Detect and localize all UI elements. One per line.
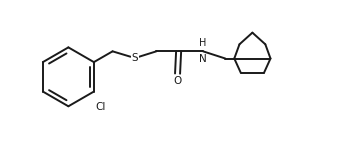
Text: O: O [174, 76, 182, 86]
Text: Cl: Cl [95, 102, 106, 112]
Text: H: H [199, 38, 207, 48]
Text: S: S [131, 53, 138, 63]
Text: N: N [199, 54, 207, 64]
